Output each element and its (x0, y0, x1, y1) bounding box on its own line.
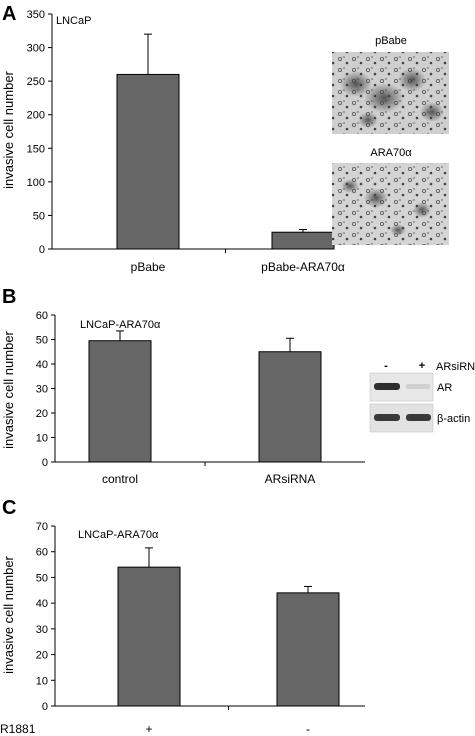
blot-col-header: ARsiRNA (436, 361, 475, 373)
panel-a-y-axis-label: invasive cell number (1, 70, 16, 188)
blot-col-plus: + (419, 360, 425, 372)
panel-a-y-tick-label: 300 (27, 43, 45, 55)
panel-letter-b: B (2, 286, 16, 308)
panel-c-bar (117, 566, 181, 707)
panel-c-y-tick-label: 10 (36, 675, 48, 687)
blot-row-ar: AR (437, 382, 452, 394)
micrograph-pbabe-label: pBabe (375, 35, 407, 47)
panel-c-category-label: - (306, 722, 310, 736)
panel-b-y-axis-label: invasive cell number (1, 330, 16, 448)
panel-letter-a: A (2, 3, 16, 25)
blot-col-minus: - (384, 360, 388, 372)
panel-b-bar (88, 340, 152, 463)
panel-c-y-axis-label: invasive cell number (1, 555, 16, 673)
panel-c-bar (276, 592, 340, 707)
panel-c-y-tick-label: 30 (36, 624, 48, 636)
panel-a-inset-label: LNCaP (56, 15, 91, 27)
micrograph-ara70a: ARA70α (332, 147, 449, 245)
panel-b-y-tick-label: 30 (36, 384, 48, 396)
panel-b-y-tick-label: 0 (42, 457, 48, 469)
panel-b-category-label: control (102, 472, 138, 486)
panel-b-y-tick-label: 50 (36, 335, 48, 347)
panel-a-y-tick-label: 100 (27, 177, 45, 189)
panel-letter-c: C (2, 497, 16, 519)
panel-a-y-tick-label: 50 (33, 210, 45, 222)
panel-c-chart: 0 10 20 30 40 50 60 70 + - LNCaP-ARA70α invasive … (0, 521, 365, 736)
panel-a-category-label: pBabe-ARA70α (261, 260, 345, 274)
western-blot: - + ARsiRNA AR β-actin (369, 360, 475, 433)
panel-a-bar (116, 73, 180, 250)
panel-c-inset-label: LNCaP-ARA70α (78, 529, 159, 541)
micrograph-ara70a-label: ARA70α (370, 147, 412, 159)
panel-c-category-label: + (145, 722, 152, 736)
panel-c-y-tick-label: 50 (36, 572, 48, 584)
panel-a-category-label: pBabe (131, 260, 166, 274)
panel-c-y-tick-label: 40 (36, 598, 48, 610)
panel-b-y-tick-label: 20 (36, 408, 48, 420)
panel-b-inset-label: LNCaP-ARA70α (80, 319, 161, 331)
panel-b-bar (258, 351, 322, 463)
panel-a-y-tick-label: 200 (27, 110, 45, 122)
panel-a-y-tick-label: 0 (39, 244, 45, 256)
panel-b-y-tick-label: 40 (36, 359, 48, 371)
panel-b-y-tick-label: 60 (36, 310, 48, 322)
panel-c-y-tick-label: 60 (36, 547, 48, 559)
panel-c-row-label: R1881 (0, 722, 36, 736)
panel-b-y-tick-label: 10 (36, 433, 48, 445)
panel-a-bar (271, 231, 335, 250)
panel-a-y-tick-label: 250 (27, 76, 45, 88)
panel-c-y-tick-label: 20 (36, 650, 48, 662)
panel-c-y-tick-label: 0 (42, 701, 48, 713)
micrograph-pbabe: pBabe (332, 35, 449, 134)
panel-c-y-tick-label: 70 (36, 521, 48, 533)
blot-row-beta-actin: β-actin (437, 413, 470, 425)
panel-a-y-tick-label: 350 (27, 9, 45, 21)
panel-a-chart: 0 50 100 150 200 250 300 350 pBabe pBabe-ARA70α L… (1, 9, 449, 274)
panel-b-chart: 0 10 20 30 40 50 60 control ARsiRNA LNCaP-ARA70α… (1, 310, 475, 486)
panel-a-y-tick-label: 150 (27, 143, 45, 155)
panel-b-category-label: ARsiRNA (265, 472, 316, 486)
